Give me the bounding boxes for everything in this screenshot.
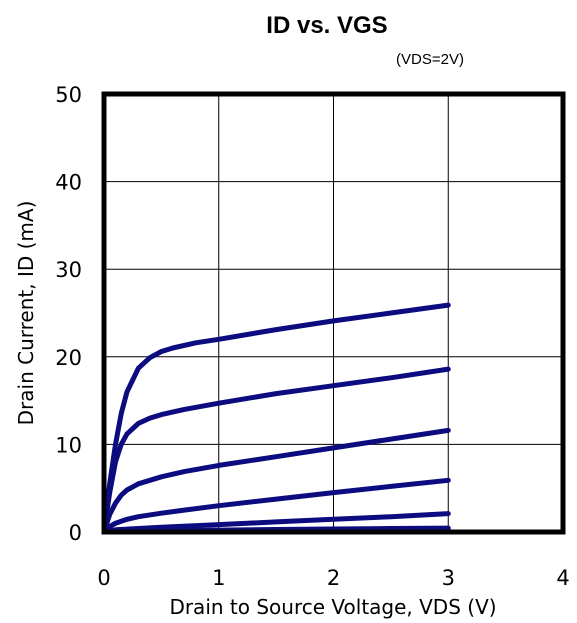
y-axis-label: Drain Current, ID (mA)	[14, 201, 38, 426]
series-line-1	[101, 302, 451, 535]
y-tick-labels: 0 10 20 30 40 50	[55, 83, 82, 545]
gridlines	[104, 94, 563, 532]
y-tick-label-5: 50	[55, 83, 82, 107]
x-tick-label-2: 2	[327, 566, 340, 590]
y-tick-label-0: 0	[69, 521, 82, 545]
chart-title: ID vs. VGS	[266, 12, 387, 39]
x-axis-label: Drain to Source Voltage, VDS (V)	[169, 595, 496, 619]
x-tick-labels: 0 1 2 3 4	[97, 566, 569, 590]
y-tick-label-3: 30	[55, 258, 82, 282]
x-tick-label-1: 1	[212, 566, 225, 590]
y-tick-label-4: 40	[55, 171, 82, 195]
x-tick-label-0: 0	[97, 566, 110, 590]
x-tick-label-4: 4	[556, 566, 569, 590]
y-tick-label-2: 20	[55, 346, 82, 370]
series-line-3	[101, 427, 451, 535]
series-line-4	[101, 477, 451, 535]
plot-frame	[101, 91, 566, 535]
y-tick-label-1: 10	[55, 433, 82, 457]
x-tick-label-3: 3	[442, 566, 455, 590]
series-line-2	[101, 366, 451, 535]
chart-subtitle: (VDS=2V)	[396, 51, 464, 68]
curves	[101, 302, 451, 535]
